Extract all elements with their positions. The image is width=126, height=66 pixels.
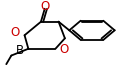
Text: B: B [15, 43, 24, 56]
Text: O: O [40, 0, 49, 13]
Text: O: O [60, 43, 69, 56]
Text: O: O [10, 26, 20, 39]
